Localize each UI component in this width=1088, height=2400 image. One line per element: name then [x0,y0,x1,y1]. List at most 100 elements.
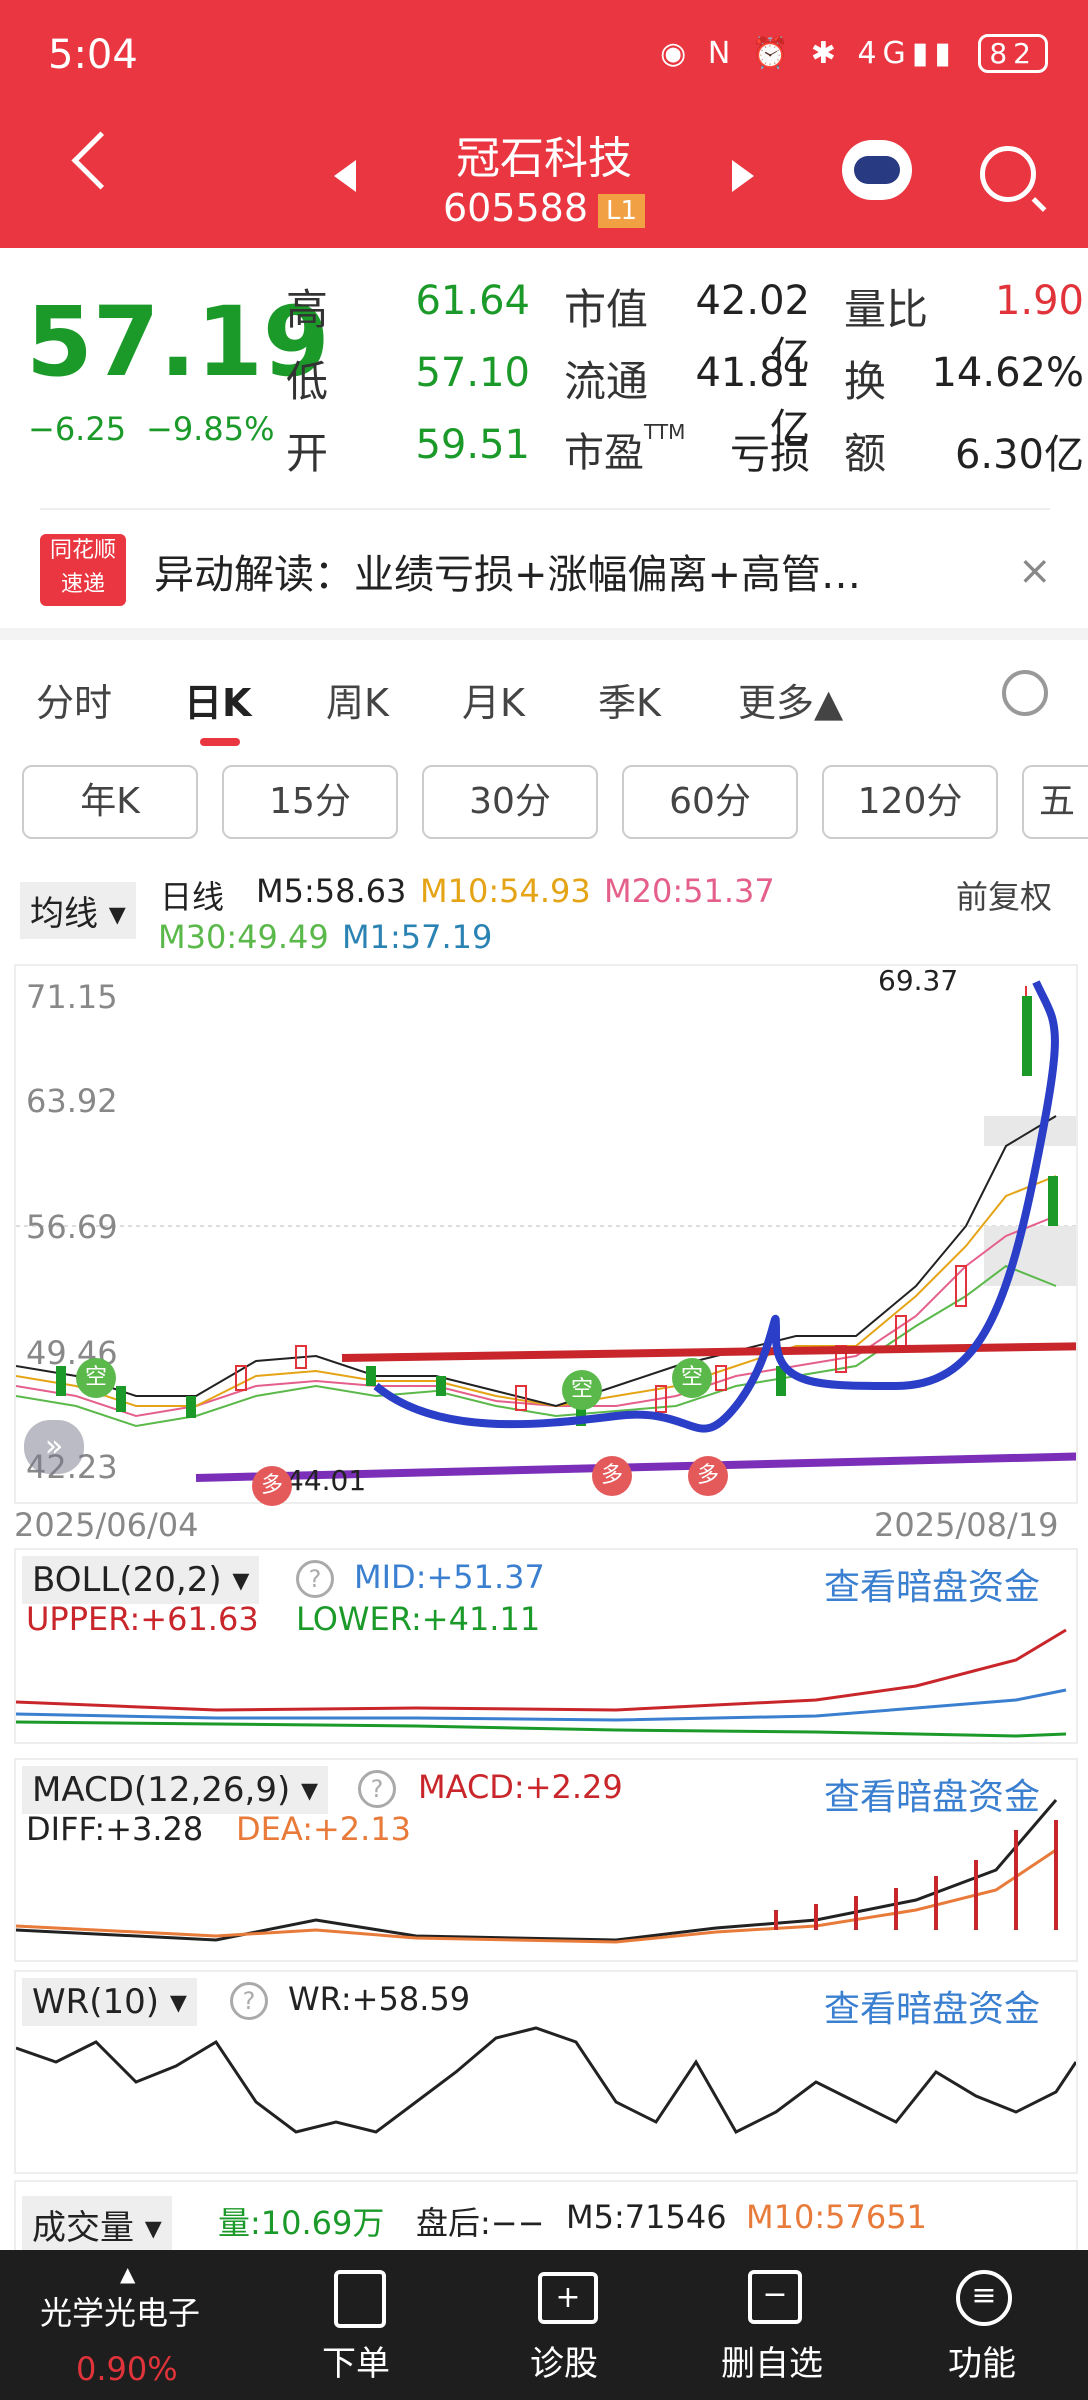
wr-select-label: WR(10) [32,1982,160,2022]
wr-value: WR:+58.59 [288,1980,471,2018]
macd-select[interactable]: MACD(12,26,9) ▾ [22,1766,329,1814]
active-tab-indicator [200,738,240,746]
wr-select[interactable]: WR(10) ▾ [22,1978,197,2026]
extra-label-volratio: 量比 [844,285,929,334]
stock-code: 605588 L1 [0,186,1088,230]
boll-panel[interactable]: BOLL(20,2) ▾ ? MID:+51.37 UPPER:+61.63 L… [14,1548,1078,1744]
volume-select[interactable]: 成交量 ▾ [22,2196,172,2253]
tab-intraday[interactable]: 分时 [36,681,113,725]
news-headline[interactable]: 异动解读：业绩亏损+涨幅偏离+高管… [154,552,862,598]
price-band-2 [984,1226,1076,1286]
level-badge: L1 [598,193,646,228]
alarm-icon: ⏰ [751,36,796,71]
news-logo: 同花顺 速递 [40,534,126,606]
annotation-purple-line [195,1452,1076,1482]
candles [56,986,1058,1426]
volume-select-label: 成交量 [32,2208,134,2248]
ma30-value: M30:49.49 [158,918,329,956]
wr-darkpool-link[interactable]: 查看暗盘资金 [824,1989,1041,2030]
ma-select-label: 均线 [30,894,98,934]
macd-svg [16,1799,1058,1944]
status-time: 5:04 [48,32,138,78]
quote-divider [40,508,1050,510]
nav-order[interactable]: 下单 [322,2344,390,2384]
stock-code-text: 605588 [442,186,589,230]
stock-name: 冠石科技 [456,133,632,184]
function-menu-icon: ≡ [956,2270,1012,2326]
kline-chart[interactable]: 71.15 63.92 56.69 49.46 42.23 69.37 44.0… [14,964,1078,1506]
date-end: 2025/08/19 [874,1506,1059,1544]
tab-monthly-k[interactable]: 月K [462,681,525,725]
macd-panel[interactable]: MACD(12,26,9) ▾ ? MACD:+2.29 DIFF:+3.28 … [14,1758,1078,1962]
tab-weekly-k[interactable]: 周K [326,681,389,725]
macd-dea: DEA:+2.13 [236,1810,412,1848]
boll-select-label: BOLL(20,2) [32,1560,222,1600]
macd-darkpool-link[interactable]: 查看暗盘资金 [824,1777,1041,1818]
wr-panel[interactable]: WR(10) ▾ ? WR:+58.59 查看暗盘资金 [14,1970,1078,2174]
volume-value: 量:10.69万 [218,2204,385,2242]
extra-value-turnover: 14.62% [931,350,1084,396]
metric-value-mcap: 42.02亿 [695,278,810,380]
boll-svg [16,1628,1067,1738]
collapse-up-icon[interactable]: ▲ [120,2262,136,2286]
metric-label-mcap: 市值 [564,285,649,334]
nav-function[interactable]: 功能 [948,2344,1016,2384]
extra-label-turnover: 换 [844,357,887,406]
ma20-value: M20:51.37 [604,872,775,910]
metric-value-float: 41.81亿 [695,350,810,452]
volume-m5: M5:71546 [566,2198,727,2236]
high-label: 69.37 [878,964,959,997]
kline-svg [16,980,1076,1482]
ma-select[interactable]: 均线 ▾ [20,882,136,939]
related-sector-pct: 0.90% [76,2350,178,2388]
tab-quarterly-k[interactable]: 季K [598,681,661,725]
chip-more[interactable]: 五 [1022,765,1088,839]
robot-assistant-icon[interactable] [842,140,912,200]
quote-panel [0,248,1088,628]
tab-daily-k[interactable]: 日K [184,681,252,725]
y-tick-2: 63.92 [26,1082,118,1120]
y-tick-3: 56.69 [26,1208,118,1246]
adjust-mode[interactable]: 前复权 [956,878,1053,916]
chip-120min[interactable]: 120分 [822,765,998,839]
annotation-blue-stroke [373,980,1059,1433]
related-sector-name[interactable]: 光学光电子 [40,2294,201,2332]
stat-label-low: 低 [286,357,329,406]
news-logo-line2: 速递 [60,572,105,597]
eye-icon: ◉ [660,36,693,71]
help-icon[interactable]: ? [296,1560,334,1598]
bluetooth-icon: ✱ [810,36,842,71]
chip-60min[interactable]: 60分 [622,765,798,839]
help-icon[interactable]: ? [230,1982,268,2020]
boll-darkpool-link[interactable]: 查看暗盘资金 [824,1567,1041,1608]
boll-select[interactable]: BOLL(20,2) ▾ [22,1556,260,1604]
nav-remove-watchlist[interactable]: 删自选 [721,2344,823,2384]
remove-watchlist-icon: − [748,2270,802,2324]
chip-15min[interactable]: 15分 [222,765,398,839]
expand-icon[interactable]: » [24,1420,84,1474]
settings-icon[interactable] [1002,670,1048,716]
close-icon[interactable]: × [1018,548,1052,594]
metric-label-float: 流通 [564,357,649,406]
extra-value-amount: 6.30亿 [954,432,1084,478]
extra-label-amount: 额 [844,429,887,478]
chip-30min[interactable]: 30分 [422,765,598,839]
stat-value-low: 57.10 [415,350,530,396]
chip-year-k[interactable]: 年K [22,765,198,839]
price-change: −6.25 [28,410,127,448]
nav-diagnose[interactable]: 诊股 [530,2344,598,2384]
next-stock-icon[interactable] [732,160,754,192]
marker-long-3: 多 [688,1456,728,1496]
low-label: 44.01 [286,1464,367,1497]
tab-more[interactable]: 更多▲ [738,681,844,725]
help-icon[interactable]: ? [358,1770,396,1808]
search-icon[interactable] [980,146,1036,202]
boll-mid: MID:+51.37 [354,1558,545,1596]
ma5-line [16,1115,1057,1408]
volume-panel[interactable]: 成交量 ▾ 量:10.69万 盘后:−− M5:71546 M10:57651 [14,2180,1078,2254]
nfc-icon: N [707,36,737,71]
signal-icon: 4G▮▮ [857,36,957,71]
prev-stock-icon[interactable] [334,160,356,192]
stat-value-open: 59.51 [415,422,530,468]
news-logo-line1: 同花顺 [49,538,116,563]
